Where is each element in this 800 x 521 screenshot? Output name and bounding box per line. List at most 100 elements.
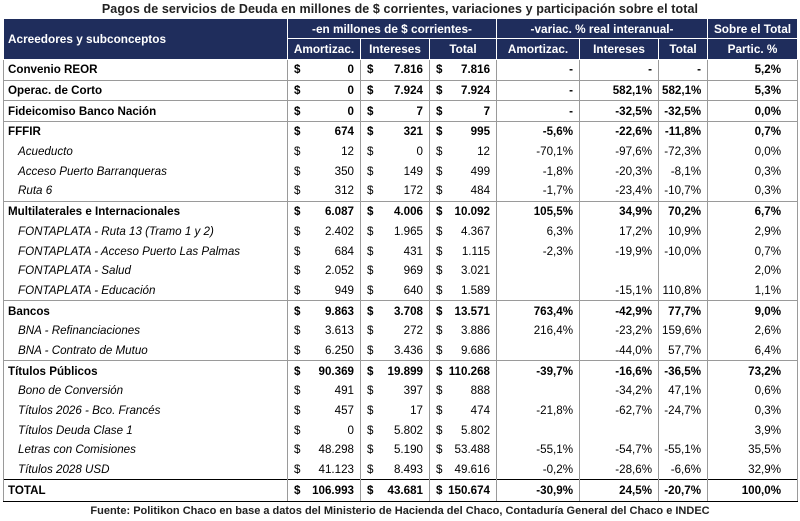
var-amortization-cell: - xyxy=(496,100,581,122)
interest-cell: $397 xyxy=(360,381,430,401)
amount-value: 3.613 xyxy=(324,324,354,338)
currency-symbol: $ xyxy=(436,304,443,318)
amortization-cell: $457 xyxy=(287,400,361,421)
total-cell: $484 xyxy=(429,181,498,202)
currency-symbol: $ xyxy=(436,364,443,378)
share-cell: 2,9% xyxy=(707,221,799,242)
var-amortization-cell xyxy=(496,340,581,361)
currency-symbol: $ xyxy=(294,205,301,219)
share-cell: 1,1% xyxy=(707,280,799,301)
amount-value: 491 xyxy=(334,384,354,398)
share-cell: 6,4% xyxy=(707,340,799,361)
row-label: Bancos xyxy=(3,300,288,321)
var-amortization-cell: 216,4% xyxy=(496,320,581,341)
table-row: FONTAPLATA - Acceso Puerto Las Palmas $68… xyxy=(3,241,799,261)
amount-value: 0 xyxy=(347,104,354,118)
amount-value: 13.571 xyxy=(454,304,491,318)
row-label: Títulos 2026 - Bco. Francés xyxy=(3,400,288,421)
amount-value: 7.816 xyxy=(461,63,491,77)
var-total-cell: 77,7% xyxy=(658,300,709,321)
currency-symbol: $ xyxy=(294,84,301,98)
amount-value: 12 xyxy=(341,145,354,159)
amount-value: 431 xyxy=(403,244,423,258)
var-amortization-cell xyxy=(496,420,581,441)
var-amortization-cell: -2,3% xyxy=(496,241,581,261)
currency-symbol: $ xyxy=(436,84,443,98)
var-total-cell: -10,7% xyxy=(658,181,709,202)
share-cell: 3,9% xyxy=(707,420,799,441)
total-cell: $7 xyxy=(429,100,498,122)
header-group-share: Sobre el Total xyxy=(707,18,799,39)
amortization-cell: $12 xyxy=(287,141,361,162)
interest-cell: $0 xyxy=(360,141,430,162)
amount-value: 312 xyxy=(334,184,354,198)
amount-value: 7 xyxy=(483,104,491,118)
total-cell: $9.686 xyxy=(429,340,498,361)
var-amortization-cell: 763,4% xyxy=(496,300,581,321)
table-row: Operac. de Corto $0 $7.924 $7.924-582,1% 582… xyxy=(3,79,799,101)
table-row: FONTAPLATA - Ruta 13 (Tramo 1 y 2) $2.402… xyxy=(3,221,799,242)
table-row: FFFIR $674 $321 $995 -5,6% -22,6% -11,8% 0,7% xyxy=(3,121,799,142)
currency-symbol: $ xyxy=(294,423,301,437)
currency-symbol: $ xyxy=(294,283,301,297)
amount-value: 149 xyxy=(403,164,423,178)
var-interest-cell: -54,7% xyxy=(579,440,660,460)
table-row: Ruta 6 $312 $172 $484 -1,7% -23,4% -10,7% 0,3% xyxy=(3,181,799,202)
amortization-cell: $312 xyxy=(287,181,361,202)
currency-symbol: $ xyxy=(294,463,301,477)
amortization-cell: $350 xyxy=(287,161,361,182)
row-label: Fideicomiso Banco Nación xyxy=(3,100,288,122)
total-cell: $995 xyxy=(429,121,498,142)
currency-symbol: $ xyxy=(436,404,443,418)
share-cell: 9,0% xyxy=(707,300,799,321)
table-row: Títulos 2028 USD $41.123 $8.493 $49.616 -0,2… xyxy=(3,459,799,480)
share-cell: 35,5% xyxy=(707,440,799,460)
row-label: Títulos 2028 USD xyxy=(3,459,288,480)
amortization-cell: $0 xyxy=(287,100,361,122)
currency-symbol: $ xyxy=(367,125,374,139)
var-interest-cell: -28,6% xyxy=(579,459,660,480)
currency-symbol: $ xyxy=(367,244,374,258)
amount-value: 8.493 xyxy=(393,463,423,477)
currency-symbol: $ xyxy=(367,324,374,338)
row-label: Operac. de Corto xyxy=(3,79,288,101)
var-amortization-cell: -1,8% xyxy=(496,161,581,182)
var-interest-cell: 17,2% xyxy=(579,221,660,242)
row-label: Multilaterales e Internacionales xyxy=(3,200,288,222)
var-amortization-cell: 6,3% xyxy=(496,221,581,242)
var-total-cell xyxy=(658,260,709,281)
row-label: Acueducto xyxy=(3,141,288,162)
amortization-cell: $2.402 xyxy=(287,221,361,242)
amortization-cell: $41.123 xyxy=(287,459,361,480)
currency-symbol: $ xyxy=(294,364,301,378)
currency-symbol: $ xyxy=(367,343,374,357)
interest-cell: $19.899 xyxy=(360,360,430,381)
currency-symbol: $ xyxy=(367,304,374,318)
amount-value: 474 xyxy=(470,404,491,418)
var-amortization-cell: -0,2% xyxy=(496,459,581,480)
table-row: Acueducto $12 $0 $12 -70,1% -97,6% -72,3% 0,0% xyxy=(3,141,799,162)
interest-cell: $4.006 xyxy=(360,200,430,222)
total-cell: $5.802 xyxy=(429,420,498,441)
currency-symbol: $ xyxy=(294,384,301,398)
var-interest-cell: 24,5% xyxy=(579,479,660,503)
currency-symbol: $ xyxy=(294,443,301,457)
amount-value: 499 xyxy=(470,164,491,178)
row-label: Letras con Comisiones xyxy=(3,440,288,460)
table-row: Títulos 2026 - Bco. Francés $457 $17 $474 -2… xyxy=(3,400,799,421)
amount-value: 4.006 xyxy=(393,205,423,219)
header-creditors: Acreedores y subconceptos xyxy=(3,18,288,60)
var-total-cell: 47,1% xyxy=(658,381,709,401)
currency-symbol: $ xyxy=(294,145,301,159)
share-cell: 100,0% xyxy=(707,479,799,503)
table-row: Acceso Puerto Barranqueras $350 $149 $499 -1… xyxy=(3,161,799,182)
currency-symbol: $ xyxy=(367,104,374,118)
amortization-cell: $3.613 xyxy=(287,320,361,341)
row-label: Títulos Públicos xyxy=(3,360,288,381)
table-row: Letras con Comisiones $48.298 $5.190 $53.48… xyxy=(3,440,799,460)
header-group-real-variation: -variac. % real interanual- xyxy=(496,18,709,39)
share-cell: 5,3% xyxy=(707,79,799,101)
amount-value: 3.436 xyxy=(393,343,423,357)
amount-value: 7.924 xyxy=(393,84,423,98)
row-label: Títulos Deuda Clase 1 xyxy=(3,420,288,441)
